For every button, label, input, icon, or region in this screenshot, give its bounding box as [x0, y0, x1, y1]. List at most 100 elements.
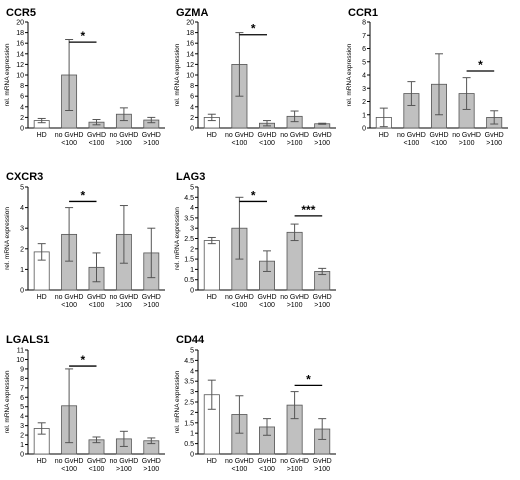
- significance-label: *: [478, 58, 483, 72]
- x-tick-label: no GvHD: [110, 458, 139, 465]
- y-tick-label: 4: [190, 205, 194, 212]
- significance-label: *: [80, 29, 85, 43]
- x-tick-label: >100: [116, 302, 132, 309]
- x-tick-label: no GvHD: [55, 132, 84, 139]
- chart-panel-lgals1: LGALS1 rel. mRNA expression 0 1 2 3 4 5 6 7 8 9 10 11…: [4, 334, 165, 473]
- x-tick-label: no GvHD: [280, 458, 309, 465]
- x-tick-label: <100: [61, 466, 77, 473]
- x-tick-label: no GvHD: [280, 132, 309, 139]
- chart-title: CCR5: [6, 7, 36, 19]
- y-tick-label: 3: [190, 389, 194, 396]
- chart-panel-ccr1: CCR1 rel. mRNA expression 0 1 2 3 4 5 6 7 8 HD no Gv…: [346, 7, 508, 147]
- x-tick-label: GvHD: [313, 132, 332, 139]
- y-tick-label: 6: [20, 395, 24, 402]
- x-tick-label: >100: [287, 140, 303, 147]
- y-tick-label: 2: [190, 410, 194, 417]
- y-axis-label: rel. mRNA expression: [4, 43, 11, 106]
- y-tick-label: 1: [20, 267, 24, 274]
- y-tick-label: 0: [20, 126, 24, 133]
- y-axis-label: rel. mRNA expression: [174, 370, 181, 433]
- y-tick-label: 4: [20, 414, 24, 421]
- y-axis-label: rel. mRNA expression: [174, 207, 181, 270]
- x-tick-label: no GvHD: [55, 294, 84, 301]
- x-tick-label: GvHD: [87, 132, 106, 139]
- x-tick-label: HD: [207, 294, 217, 301]
- y-tick-label: 8: [190, 83, 194, 90]
- y-axis-label: rel. mRNA expression: [174, 43, 181, 106]
- y-tick-label: 20: [16, 20, 24, 27]
- chart-title: CXCR3: [6, 171, 43, 183]
- y-tick-label: 2: [190, 115, 194, 122]
- y-tick-label: 3: [362, 86, 366, 93]
- y-tick-label: 14: [186, 51, 194, 58]
- y-tick-label: 9: [20, 366, 24, 373]
- y-axis-label: rel. mRNA expression: [4, 370, 11, 433]
- significance-label: *: [251, 188, 256, 202]
- y-tick-label: 14: [16, 51, 24, 58]
- x-tick-label: no GvHD: [280, 294, 309, 301]
- y-tick-label: 10: [16, 73, 24, 80]
- x-tick-label: <100: [89, 466, 105, 473]
- x-tick-label: <100: [232, 140, 248, 147]
- y-tick-label: 8: [20, 83, 24, 90]
- y-tick-label: 5: [190, 185, 194, 192]
- y-tick-label: 7: [362, 33, 366, 40]
- y-tick-label: 16: [186, 41, 194, 48]
- y-tick-label: 10: [186, 73, 194, 80]
- x-tick-label: <100: [89, 302, 105, 309]
- x-tick-label: GvHD: [142, 294, 161, 301]
- x-tick-label: GvHD: [313, 458, 332, 465]
- y-tick-label: 1: [190, 431, 194, 438]
- significance-label: ***: [301, 203, 315, 217]
- y-tick-label: 0: [190, 288, 194, 295]
- x-tick-label: >100: [116, 466, 132, 473]
- x-tick-label: <100: [232, 302, 248, 309]
- y-tick-label: 3.5: [184, 215, 194, 222]
- x-tick-label: >100: [287, 466, 303, 473]
- y-tick-label: 1.5: [184, 257, 194, 264]
- chart-panel-cd44: CD44 rel. mRNA expression 0 0.5 1 1.5 2 2.5 3 3.5…: [174, 334, 336, 473]
- x-tick-label: >100: [287, 302, 303, 309]
- x-tick-label: >100: [143, 466, 159, 473]
- y-tick-label: 6: [362, 46, 366, 53]
- y-tick-label: 2: [20, 115, 24, 122]
- y-tick-label: 4: [20, 104, 24, 111]
- x-tick-label: no GvHD: [225, 132, 254, 139]
- x-tick-label: >100: [314, 140, 330, 147]
- x-tick-label: HD: [207, 458, 217, 465]
- y-tick-label: 4.5: [184, 195, 194, 202]
- y-tick-label: 2: [20, 433, 24, 440]
- x-tick-label: >100: [459, 140, 475, 147]
- chart-title: CCR1: [348, 7, 378, 19]
- y-tick-label: 0.5: [184, 277, 194, 284]
- y-tick-label: 5: [20, 185, 24, 192]
- bar: [203, 240, 220, 291]
- chart-panel-cxcr3: CXCR3 rel. mRNA expression 0 1 2 3 4 5 HD no GvHD…: [4, 171, 165, 309]
- y-tick-label: 6: [20, 94, 24, 101]
- chart-title: LGALS1: [6, 334, 49, 346]
- x-tick-label: GvHD: [257, 132, 276, 139]
- y-axis-label: rel. mRNA expression: [4, 207, 11, 270]
- y-tick-label: 7: [20, 385, 24, 392]
- y-tick-label: 1: [362, 112, 366, 119]
- x-tick-label: <100: [259, 466, 275, 473]
- y-tick-label: 0: [20, 452, 24, 459]
- x-tick-label: HD: [207, 132, 217, 139]
- y-tick-label: 12: [186, 62, 194, 69]
- x-tick-label: no GvHD: [110, 294, 139, 301]
- x-tick-label: GvHD: [429, 132, 448, 139]
- y-tick-label: 0: [20, 288, 24, 295]
- x-tick-label: GvHD: [87, 458, 106, 465]
- y-tick-label: 3.5: [184, 379, 194, 386]
- y-tick-label: 3: [20, 226, 24, 233]
- x-tick-label: no GvHD: [55, 458, 84, 465]
- y-tick-label: 3: [190, 226, 194, 233]
- x-tick-label: <100: [232, 466, 248, 473]
- x-tick-label: >100: [143, 140, 159, 147]
- y-tick-label: 8: [20, 376, 24, 383]
- x-tick-label: HD: [37, 294, 47, 301]
- y-tick-label: 11: [17, 348, 24, 355]
- chart-panel-lag3: LAG3 rel. mRNA expression 0 0.5 1 1.5 2 2.5 3 3.5…: [174, 171, 336, 309]
- y-tick-label: 3: [20, 423, 24, 430]
- x-tick-label: no GvHD: [225, 294, 254, 301]
